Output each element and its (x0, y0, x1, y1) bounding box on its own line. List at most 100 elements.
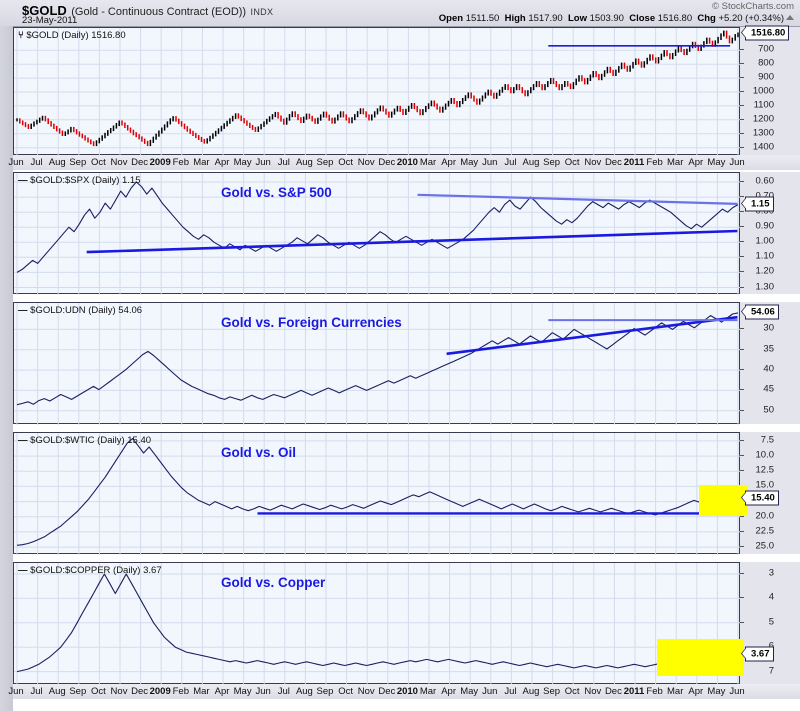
x-axis-label: Mar (419, 686, 437, 697)
x-axis-label: Dec (604, 686, 622, 697)
x-axis-label: 2009 (149, 157, 171, 168)
panel-gold-wtic: — $GOLD:$WTIC (Daily) 15.40 Gold vs. Oil 2… (13, 432, 800, 555)
plot-area-gold-copper: — $GOLD:$COPPER (Daily) 3.67 Gold vs. Cop… (13, 562, 744, 685)
x-axis-label: Aug (48, 157, 66, 168)
x-axis-label: Jul (30, 686, 43, 697)
x-axis-label: Dec (378, 157, 396, 168)
x-axis-label: Aug (522, 157, 540, 168)
y-axis-label: 7 (768, 665, 774, 677)
x-axis-label: Sep (316, 686, 334, 697)
y-tick-gold-wtic-6 (740, 455, 744, 457)
legend-gold-price: ⑂ $GOLD (Daily) 1516.80 (18, 30, 126, 41)
panel-title-gold-copper: Gold vs. Copper (221, 575, 326, 590)
y-tick-gold-udn-1 (740, 389, 744, 391)
y-axis-label: 4 (768, 591, 774, 603)
y-tick-gold-spx-2 (740, 256, 744, 258)
y-axis-label: 5 (768, 616, 774, 628)
y-axis-label: 1400 (752, 141, 774, 153)
x-axis-label: Jul (504, 157, 517, 168)
panel-title-gold-udn: Gold vs. Foreign Currencies (221, 315, 402, 330)
y-axis-label: 1100 (753, 99, 774, 111)
quote-date: 23-May-2011 (22, 15, 78, 26)
plot-area-gold-price: ⑂ $GOLD (Daily) 1516.80 (13, 27, 741, 156)
y-axis-label: 1000 (752, 85, 774, 97)
y-tick-gold-price-7 (740, 49, 744, 51)
legend-gold-spx: — $GOLD:$SPX (Daily) 1.15 (18, 175, 141, 186)
series-canvas-gold-wtic (14, 433, 741, 555)
ohlc-quote-bar: Open 1511.50 High 1517.90 Low 1503.90 Cl… (439, 13, 794, 24)
panel-gold-price: ⑂ $GOLD (Daily) 1516.80 1400 1300 1200 1100 1… (8, 25, 800, 170)
chart-title: $GOLD (Gold - Continuous Contract (EOD))… (22, 2, 273, 20)
x-axis-label: Jun (255, 157, 271, 168)
y-axis-label: 1.10 (755, 250, 775, 262)
x-axis-label: Nov (584, 157, 602, 168)
series-canvas-gold-udn (14, 303, 741, 425)
x-axis-label: Apr (688, 686, 704, 697)
open-value: 1511.50 (465, 13, 500, 24)
y-axis-label: 1.00 (755, 235, 775, 247)
price-tag-gold-wtic: 15.40 (741, 490, 779, 506)
x-axis-label: Jun (482, 157, 498, 168)
x-axis-label: Nov (110, 686, 128, 697)
x-axis-label: Sep (543, 686, 561, 697)
x-axis-label: Oct (91, 686, 106, 697)
x-axis-label: Oct (338, 686, 353, 697)
stockcharts-brand: © StockCharts.com (712, 1, 794, 12)
series-canvas-gold-spx (14, 173, 741, 295)
line-swatch-icon: — (18, 565, 31, 576)
y-axis-label: 22.5 (755, 525, 775, 537)
x-axis-label: May (233, 686, 252, 697)
x-axis-label: Jul (30, 157, 43, 168)
y-tick-gold-spx-0 (740, 286, 744, 288)
x-axis-label: Jun (8, 686, 24, 697)
y-axis-label: 7.5 (760, 434, 774, 446)
x-axis-label: 2011 (623, 157, 645, 168)
x-axis-label: Jun (8, 157, 24, 168)
x-axis-label: May (460, 157, 479, 168)
x-axis-label: Mar (419, 157, 437, 168)
y-axis-gold-udn: 50 45 40 35 30 (740, 302, 800, 424)
x-axis-label: 2010 (396, 686, 418, 697)
high-value: 1517.90 (528, 13, 563, 24)
x-axis-label: Feb (646, 157, 663, 168)
thumbnail-icon: ⑂ (18, 30, 27, 41)
price-tag-gold-copper: 3.67 (741, 646, 774, 662)
change-label: Chg (697, 13, 716, 24)
legend-gold-wtic: — $GOLD:$WTIC (Daily) 15.40 (18, 435, 151, 446)
x-axis-label: Apr (688, 157, 704, 168)
panel-title-gold-wtic: Gold vs. Oil (221, 445, 297, 460)
x-axis-label: Sep (543, 157, 561, 168)
x-axis-label: Apr (214, 157, 230, 168)
y-axis-label: 800 (758, 57, 774, 69)
y-axis-label: 1200 (752, 113, 774, 125)
y-tick-gold-wtic-2 (740, 515, 744, 517)
y-tick-gold-udn-2 (740, 369, 744, 371)
y-axis-label: 45 (763, 383, 774, 395)
y-tick-gold-wtic-1 (740, 530, 744, 532)
x-axis-label: Nov (357, 157, 375, 168)
x-axis-label: Mar (667, 686, 684, 697)
y-axis-label: 3 (768, 567, 774, 579)
y-tick-gold-wtic-5 (740, 470, 744, 472)
line-swatch-icon: — (18, 305, 31, 316)
y-axis-gold-spx: 1.301.201.101.000.900.800.700.60 (740, 172, 800, 294)
x-axis-label: Apr (214, 686, 230, 697)
y-tick-gold-spx-7 (740, 181, 744, 182)
x-axis-label: Jul (277, 157, 290, 168)
price-tag-gold-udn: 54.06 (741, 304, 779, 320)
x-axis-label: Nov (584, 686, 602, 697)
x-axis-label: Nov (357, 686, 375, 697)
line-swatch-icon: — (18, 435, 31, 446)
highlight-box-copper (657, 639, 744, 676)
y-axis-label: 1.20 (755, 265, 775, 277)
y-axis-label: 0.80 (755, 205, 775, 217)
x-axis-label: Jul (277, 686, 290, 697)
y-tick-gold-spx-4 (740, 226, 744, 228)
x-axis-label: Aug (295, 157, 313, 168)
x-axis-label: Mar (667, 157, 684, 168)
x-axis-label: Jun (729, 157, 745, 168)
x-axis-label: Sep (69, 686, 87, 697)
instrument-name: (Gold - Continuous Contract (EOD)) (71, 6, 247, 18)
x-axis-label: Oct (338, 157, 353, 168)
x-axis-label: 2009 (149, 686, 171, 697)
